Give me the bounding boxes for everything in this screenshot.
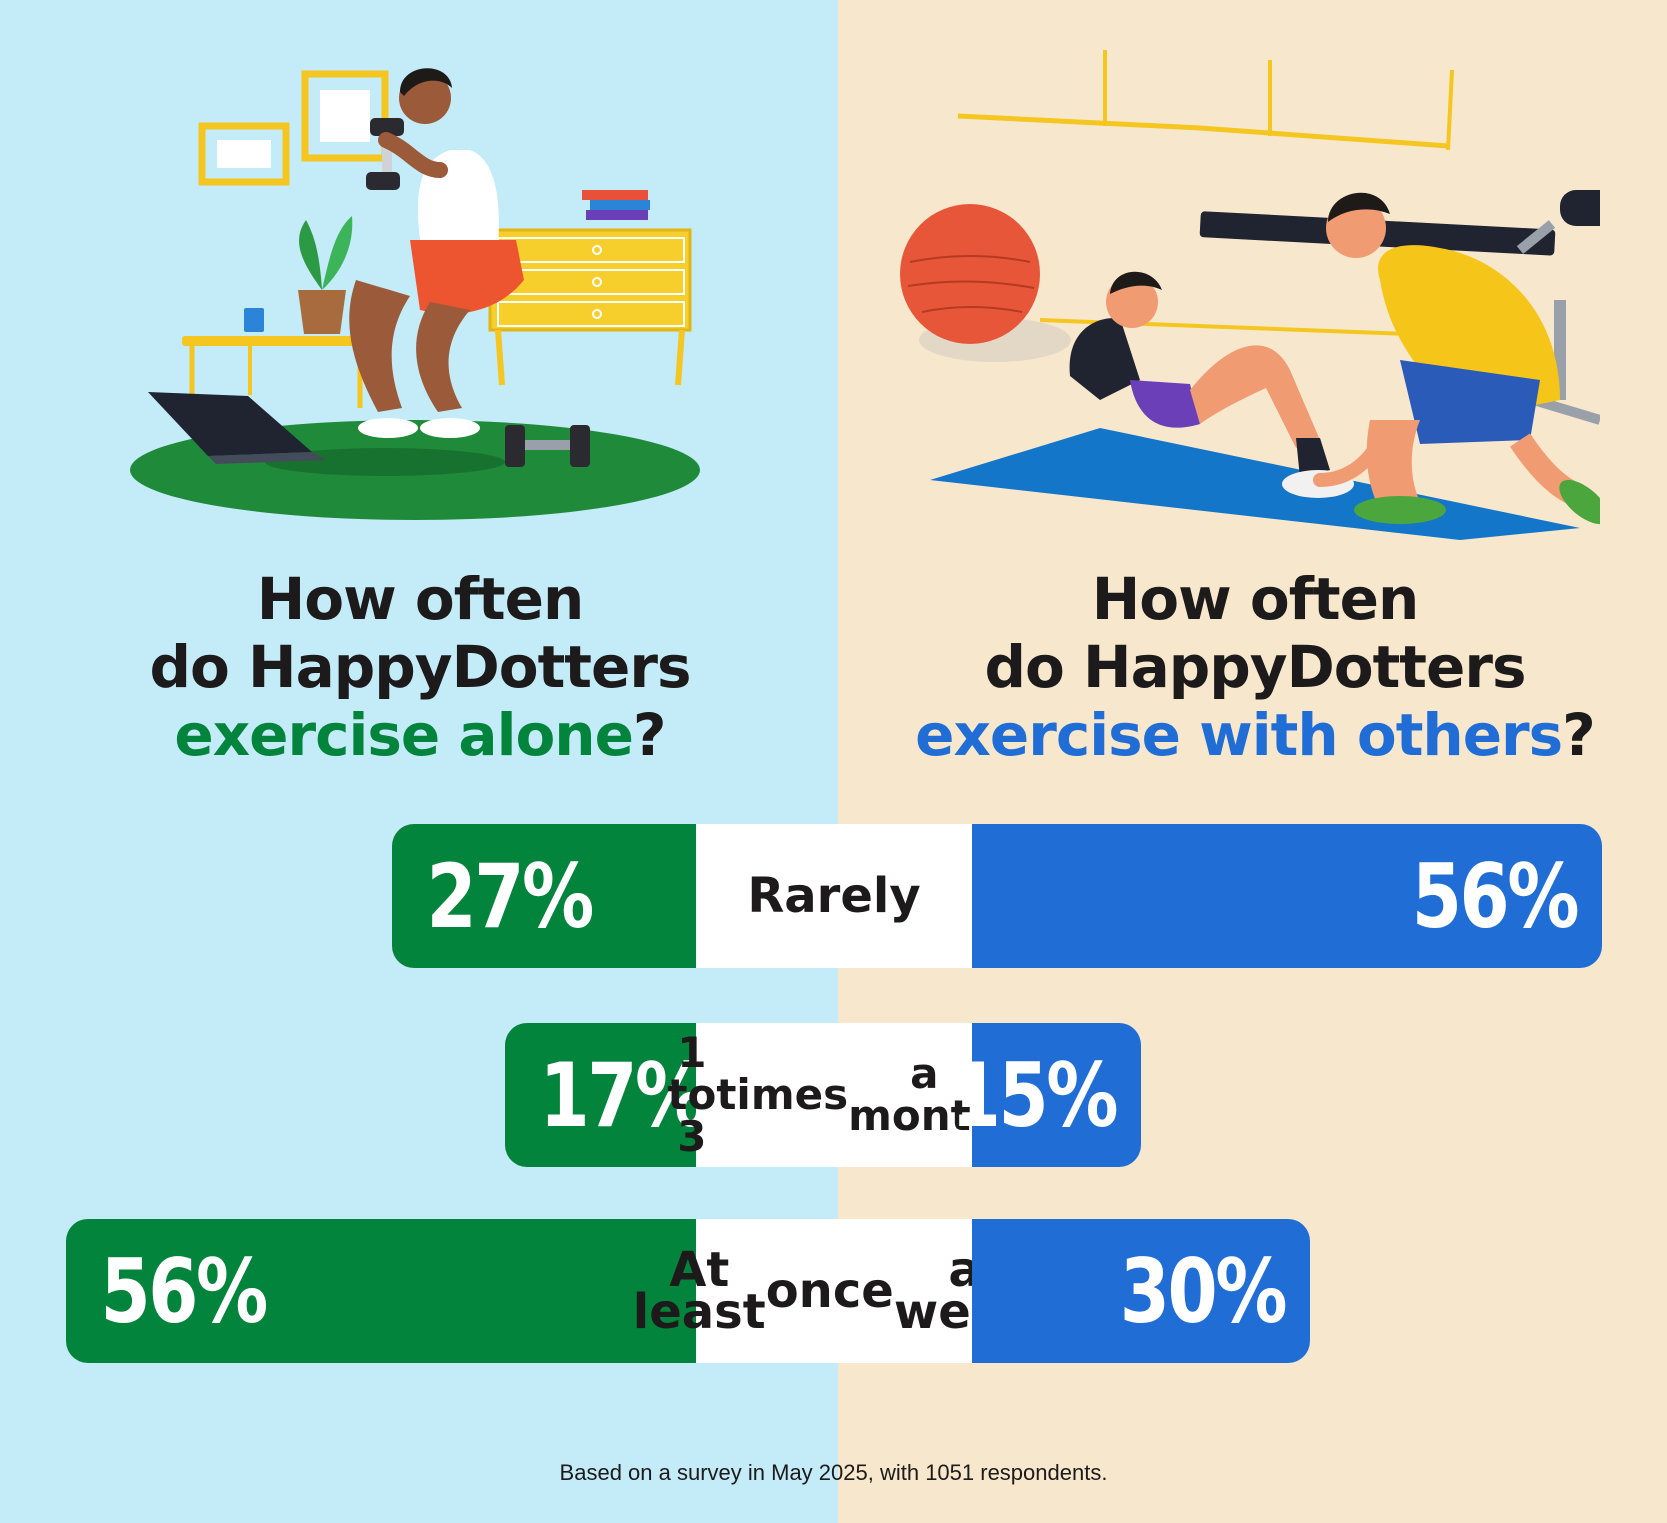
gym-partner-workout-illustration: [900, 50, 1600, 540]
chart-row: 56% At least once a week 30%: [0, 1219, 1667, 1363]
heading-left-line1: How often: [256, 565, 585, 633]
heading-right-highlight: exercise with others: [915, 701, 1563, 769]
bar-value-label: 27%: [426, 844, 595, 948]
heading-right-line3: exercise with others?: [890, 701, 1620, 769]
bar-value-label: 56%: [1412, 844, 1580, 948]
heading-right-line1: How often: [1091, 565, 1420, 633]
bar-value-label: 17%: [539, 1043, 707, 1147]
heading-right-punct: ?: [1562, 701, 1596, 769]
heading-left-line2: do HappyDotters: [149, 633, 692, 701]
bar-exercise-alone: 17%: [504, 1023, 707, 1167]
bar-value-label: 15%: [950, 1043, 1119, 1147]
heading-right-line2: do HappyDotters: [984, 633, 1527, 701]
heading-left-punct: ?: [632, 701, 667, 769]
heading-left-highlight: exercise alone: [174, 701, 633, 769]
chart-row: 27% Rarely 56%: [0, 824, 1667, 968]
category-label: At least once a week: [633, 1219, 1035, 1363]
home-workout-illustration: [130, 68, 700, 520]
bar-exercise-with-others: 30%: [972, 1219, 1310, 1363]
heading-left: How often do HappyDotters exercise alone…: [100, 565, 740, 769]
bar-value-label: 30%: [1119, 1239, 1288, 1343]
category-label: 1 to 3 times a month: [667, 1023, 1001, 1167]
footnote: Based on a survey in May 2025, with 1051…: [559, 1460, 1108, 1485]
bar-exercise-with-others: 56%: [972, 824, 1602, 968]
heading-left-line3: exercise alone?: [100, 701, 740, 769]
heading-right: How often do HappyDotters exercise with …: [890, 565, 1620, 769]
bar-exercise-alone: 56%: [66, 1219, 696, 1363]
bar-exercise-alone: 27%: [392, 824, 696, 968]
category-label: Rarely: [696, 824, 972, 968]
bar-exercise-with-others: 15%: [951, 1023, 1141, 1167]
bar-value-label: 56%: [100, 1239, 268, 1343]
chart-row: 17% 1 to 3 times a month 15%: [0, 1023, 1667, 1167]
